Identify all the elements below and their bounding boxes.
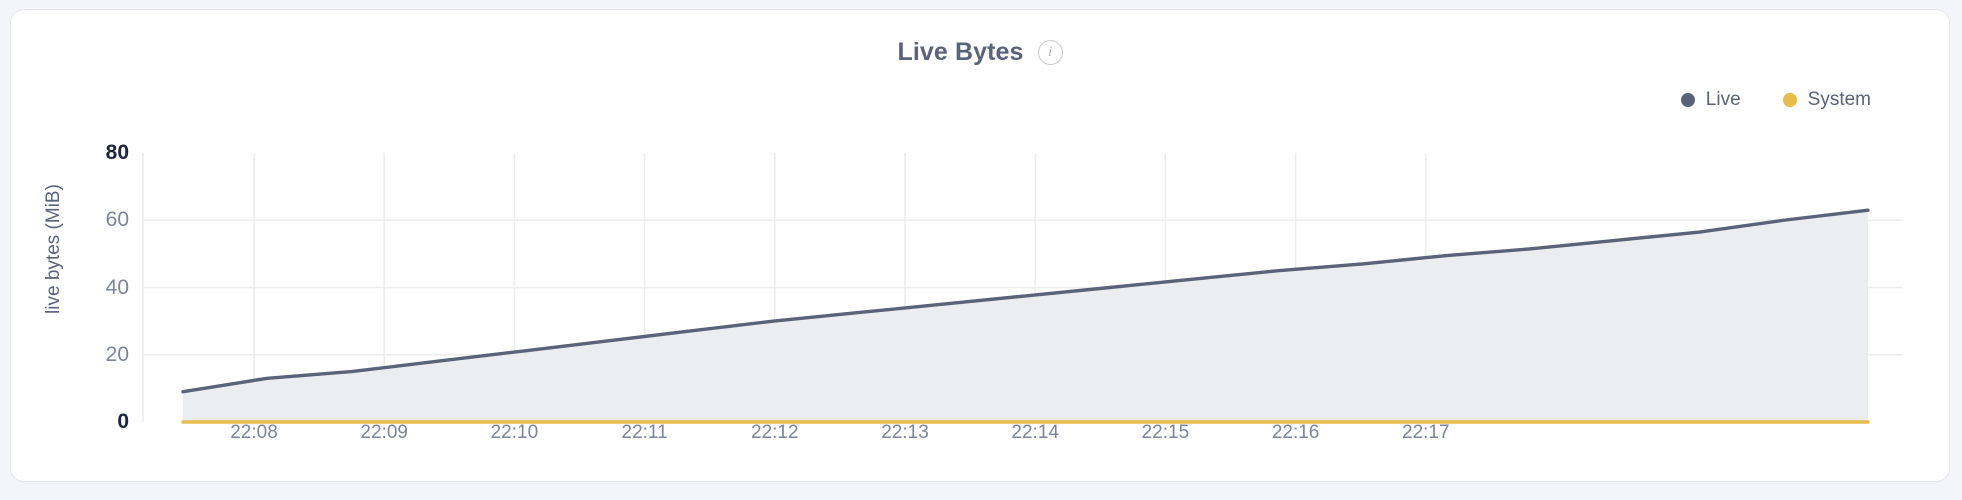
series-line-live bbox=[181, 208, 1870, 394]
live-bytes-chart-card: Live Bytes i Live System live bytes (MiB… bbox=[10, 9, 1950, 482]
page-title: Live Bytes bbox=[897, 38, 1024, 66]
legend-label-system: System bbox=[1807, 89, 1871, 110]
x-axis-tick-22-10: 22:10 bbox=[490, 422, 539, 443]
x-axis-tick-22-15: 22:15 bbox=[1141, 422, 1190, 443]
legend-label-live: Live bbox=[1705, 89, 1741, 110]
legend-item-system[interactable]: System bbox=[1782, 89, 1871, 111]
chart-plot-area: live bytes (MiB) 0 20 40 60 80 22:08 22:09 22:… bbox=[11, 10, 1951, 483]
legend-item-live[interactable]: Live bbox=[1680, 89, 1741, 111]
x-axis-tick-22-08: 22:08 bbox=[230, 422, 278, 443]
y-axis-tick-40: 40 bbox=[105, 275, 129, 299]
y-axis-title: live bytes (MiB) bbox=[43, 184, 64, 314]
chart-svg bbox=[142, 153, 1903, 424]
x-axis-tick-22-12: 22:12 bbox=[751, 422, 799, 443]
legend-dot-live bbox=[1680, 93, 1695, 107]
info-icon[interactable]: i bbox=[1037, 40, 1063, 65]
y-axis-tick-0: 0 bbox=[117, 410, 129, 433]
y-axis-tick-20: 20 bbox=[105, 342, 129, 366]
x-axis-tick-22-13: 22:13 bbox=[881, 422, 929, 443]
legend-dot-system bbox=[1782, 93, 1797, 107]
x-axis-tick-22-17: 22:17 bbox=[1402, 422, 1450, 443]
x-axis-tick-22-16: 22:16 bbox=[1271, 422, 1320, 443]
y-axis-tick-80: 80 bbox=[105, 141, 129, 164]
chart-header: Live Bytes i bbox=[11, 38, 1949, 67]
y-axis-tick-60: 60 bbox=[105, 208, 129, 232]
chart-legend: Live System bbox=[1680, 89, 1871, 111]
x-axis-tick-22-09: 22:09 bbox=[360, 422, 408, 443]
x-axis-tick-22-14: 22:14 bbox=[1011, 422, 1059, 443]
x-axis-tick-22-11: 22:11 bbox=[621, 422, 668, 443]
